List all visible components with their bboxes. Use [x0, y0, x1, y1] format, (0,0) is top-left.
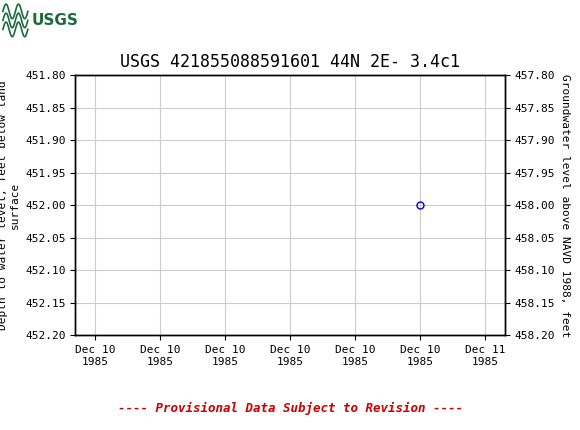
Y-axis label: Groundwater level above NAVD 1988, feet: Groundwater level above NAVD 1988, feet	[560, 74, 570, 337]
Y-axis label: Depth to water level, feet below land
surface: Depth to water level, feet below land su…	[0, 80, 20, 330]
Text: USGS: USGS	[32, 13, 79, 28]
FancyBboxPatch shape	[3, 3, 55, 37]
Text: ---- Provisional Data Subject to Revision ----: ---- Provisional Data Subject to Revisio…	[118, 402, 462, 415]
Title: USGS 421855088591601 44N 2E- 3.4c1: USGS 421855088591601 44N 2E- 3.4c1	[120, 53, 460, 71]
